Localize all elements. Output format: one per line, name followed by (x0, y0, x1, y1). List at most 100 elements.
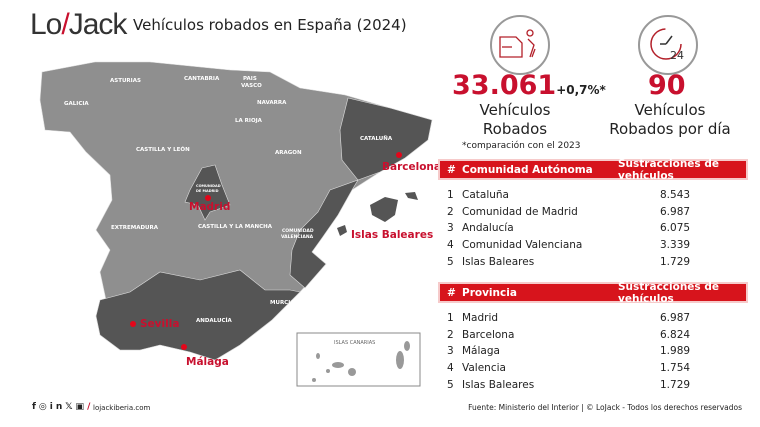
table-header: # Comunidad Autónoma Sustracciones de vehí… (440, 158, 746, 182)
table-cell: Comunidad Valenciana (462, 239, 583, 252)
clock-24-icon: 24 (638, 15, 698, 75)
city-label-madrid: Madrid (189, 201, 231, 213)
table-cell: Valencia (462, 362, 506, 375)
map-label: NAVARRA (257, 100, 287, 106)
map-label: ASTURIAS (110, 78, 141, 84)
lojack-logo: Lo/Jack (30, 8, 127, 42)
comparison-note: *comparación con el 2023 (462, 141, 581, 151)
table-cell: 3 (447, 345, 454, 358)
map-label: CASTILLA Y LA MANCHA (198, 224, 273, 230)
svg-text:24: 24 (670, 49, 684, 62)
table-cell: 1.729 (660, 255, 691, 268)
table-cell: 1.754 (660, 362, 691, 375)
table-cell: 1.729 (660, 378, 691, 391)
col-header: # (447, 286, 456, 299)
map-label: CANTABRIA (184, 76, 220, 82)
table-cell: 4 (447, 362, 454, 375)
map-label: PAIS (243, 76, 257, 82)
inset-label: ISLAS CANARIAS (334, 340, 376, 346)
table-cell: 1.989 (660, 345, 691, 358)
table-cell: Málaga (462, 345, 500, 358)
city-label-malaga: Málaga (186, 356, 229, 368)
logo-slash: / (61, 8, 69, 41)
table-cell: 6.824 (660, 328, 691, 341)
facebook-icon[interactable]: f (32, 402, 39, 412)
page-title: Vehículos robados en España (2024) (133, 16, 407, 34)
col-header: # (447, 163, 456, 176)
youtube-icon[interactable]: ▣ (75, 402, 88, 412)
table-cell: 2 (447, 328, 454, 341)
map-label: GALICIA (64, 101, 89, 107)
table-cell: 2 (447, 205, 454, 218)
linkedin-icon[interactable]: in (49, 402, 66, 412)
map-label: MURCIA (270, 300, 295, 306)
table-cell: 6.075 (660, 222, 691, 235)
map-label: ANDALUCÍA (196, 318, 232, 324)
website-link[interactable]: lojackiberia.com (93, 404, 151, 412)
divider-slash: / (87, 402, 94, 412)
map-label: EXTREMADURA (111, 225, 158, 231)
label-line: Vehículos (634, 101, 706, 119)
table-cell: Andalucía (462, 222, 514, 235)
instagram-icon[interactable]: ◎ (38, 402, 50, 412)
x-icon[interactable]: 𝕏 (65, 402, 76, 412)
map-label: DE MADRID (196, 189, 219, 193)
map-label: COMUNIDAD (196, 184, 221, 188)
table-row: 5 Islas Baleares 1.729 (440, 376, 746, 393)
map-label: ARAGON (275, 150, 302, 156)
table-row: 2 Barcelona 6.824 (440, 327, 746, 344)
table-cell: 8.543 (660, 189, 691, 202)
car-thief-icon (490, 15, 550, 75)
map-label: COMUNIDAD (282, 229, 314, 234)
region-valencia (289, 179, 359, 289)
label-line: Robados (482, 120, 548, 138)
table-row: 3 Andalucía 6.075 (440, 220, 746, 237)
table-cell: 6.987 (660, 312, 691, 325)
table-row: 4 Comunidad Valenciana 3.339 (440, 237, 746, 254)
table-row: 4 Valencia 1.754 (440, 360, 746, 377)
table-cell: Islas Baleares (462, 378, 535, 391)
table-cell: 1 (447, 312, 454, 325)
region-andalucia (95, 269, 301, 361)
table-row: 2 Comunidad de Madrid 6.987 (440, 204, 746, 221)
change-value: +0,7%* (556, 83, 606, 97)
city-marker (181, 344, 187, 350)
city-label-sevilla: Sevilla (140, 318, 180, 330)
col-header: Sustracciones de vehículos (618, 280, 719, 305)
canarias-islands (312, 341, 410, 382)
daily-label: Vehículos Robados por día (595, 101, 745, 139)
city-label-baleares: Islas Baleares (351, 229, 434, 241)
label-line: Robados por día (609, 120, 731, 138)
map-label: VASCO (241, 83, 262, 89)
col-header: Provincia (462, 286, 517, 299)
total-value: 33.061 (452, 70, 557, 101)
table-cell: Cataluña (462, 189, 509, 202)
table-row: 5 Islas Baleares 1.729 (440, 253, 746, 270)
social-links: f◎in𝕏▣/ (32, 402, 93, 412)
table-header: # Provincia Sustracciones de vehículos (440, 281, 746, 305)
map-label: CATALUÑA (360, 136, 393, 142)
table-cell: 4 (447, 239, 454, 252)
col-header: Sustracciones de vehículos (618, 157, 719, 182)
table-cell: 3 (447, 222, 454, 235)
daily-value: 90 (648, 70, 686, 101)
col-header: Comunidad Autónoma (462, 163, 593, 176)
region-baleares (370, 197, 398, 222)
table-cell: Madrid (462, 312, 499, 325)
table-cell: 5 (447, 255, 454, 268)
region-cataluna (339, 97, 433, 181)
provinces-table: # Provincia Sustracciones de vehículos 1 Ma… (440, 281, 746, 393)
table-row: 1 Cataluña 8.543 (440, 187, 746, 204)
logo-part: Lo (30, 8, 62, 41)
map-label: LA RIOJA (235, 118, 262, 124)
city-marker (130, 321, 136, 327)
table-cell: 6.987 (660, 205, 691, 218)
city-marker (396, 152, 402, 158)
table-cell: Barcelona (462, 328, 515, 341)
total-stat: 33.061+0,7%* (452, 70, 606, 101)
table-cell: Islas Baleares (462, 255, 535, 268)
region-madrid (184, 164, 231, 221)
region-baleares-ibiza (337, 225, 347, 236)
total-label: Vehículos Robados (440, 101, 590, 139)
